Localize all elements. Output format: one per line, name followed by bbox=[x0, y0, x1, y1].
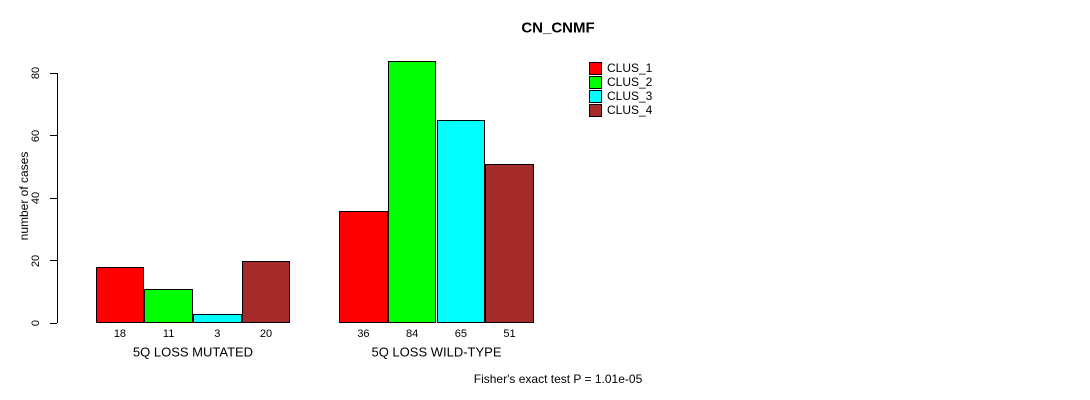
y-tick-label: 20 bbox=[30, 254, 42, 267]
legend: CLUS_1 CLUS_2 CLUS_3 CLUS_4 bbox=[589, 61, 652, 117]
y-axis-line bbox=[57, 73, 58, 323]
legend-swatch bbox=[589, 75, 602, 89]
legend-swatch bbox=[589, 89, 602, 103]
legend-label: CLUS_3 bbox=[607, 89, 653, 103]
legend-label: CLUS_1 bbox=[607, 61, 653, 75]
y-tick-label: 0 bbox=[30, 319, 42, 327]
legend-swatch bbox=[589, 61, 602, 75]
bar-value-label: 51 bbox=[503, 327, 516, 340]
legend-item-clus_1: CLUS_1 bbox=[589, 61, 652, 75]
bar-value-label: 18 bbox=[113, 327, 127, 340]
bar-clus_4-group1 bbox=[241, 260, 291, 323]
annotation-text: Fisher's exact test P = 1.01e-05 bbox=[473, 372, 643, 386]
legend-label: CLUS_4 bbox=[607, 103, 653, 117]
y-tick-mark bbox=[50, 197, 57, 199]
bar-value-label: 65 bbox=[454, 327, 467, 340]
legend-item-clus_4: CLUS_4 bbox=[589, 103, 652, 117]
y-tick-mark bbox=[50, 260, 57, 261]
group-label-1: 5Q LOSS MUTATED bbox=[132, 344, 254, 359]
legend-swatch bbox=[589, 103, 602, 117]
y-tick-mark bbox=[50, 135, 57, 136]
y-tick-label: 40 bbox=[30, 191, 42, 205]
y-tick-label: 60 bbox=[30, 129, 42, 142]
bar-clus_1-group2 bbox=[339, 210, 388, 323]
y-axis-title: number of cases bbox=[17, 151, 31, 241]
group-label-2: 5Q LOSS WILD-TYPE bbox=[371, 344, 502, 359]
legend-item-clus_3: CLUS_3 bbox=[589, 89, 652, 103]
bar-value-label: 11 bbox=[162, 327, 175, 340]
y-tick-label: 80 bbox=[30, 66, 42, 80]
bar-clus_4-group2 bbox=[485, 163, 534, 323]
legend-label: CLUS_2 bbox=[607, 75, 653, 89]
bar-clus_3-group1 bbox=[193, 313, 242, 323]
chart-title: CN_CNMF bbox=[521, 19, 595, 37]
bar-clus_2-group2 bbox=[387, 60, 437, 323]
bar-value-label: 36 bbox=[357, 327, 370, 340]
bar-value-label: 84 bbox=[406, 327, 419, 340]
bar-clus_3-group2 bbox=[436, 119, 486, 323]
bar-clus_2-group1 bbox=[144, 288, 193, 323]
legend-item-clus_2: CLUS_2 bbox=[589, 75, 652, 89]
bar-value-label: 20 bbox=[259, 327, 273, 340]
bar-value-label: 3 bbox=[214, 327, 221, 340]
y-tick-mark bbox=[50, 72, 57, 74]
y-tick-mark bbox=[50, 322, 57, 324]
bar-clus_1-group1 bbox=[95, 266, 145, 323]
